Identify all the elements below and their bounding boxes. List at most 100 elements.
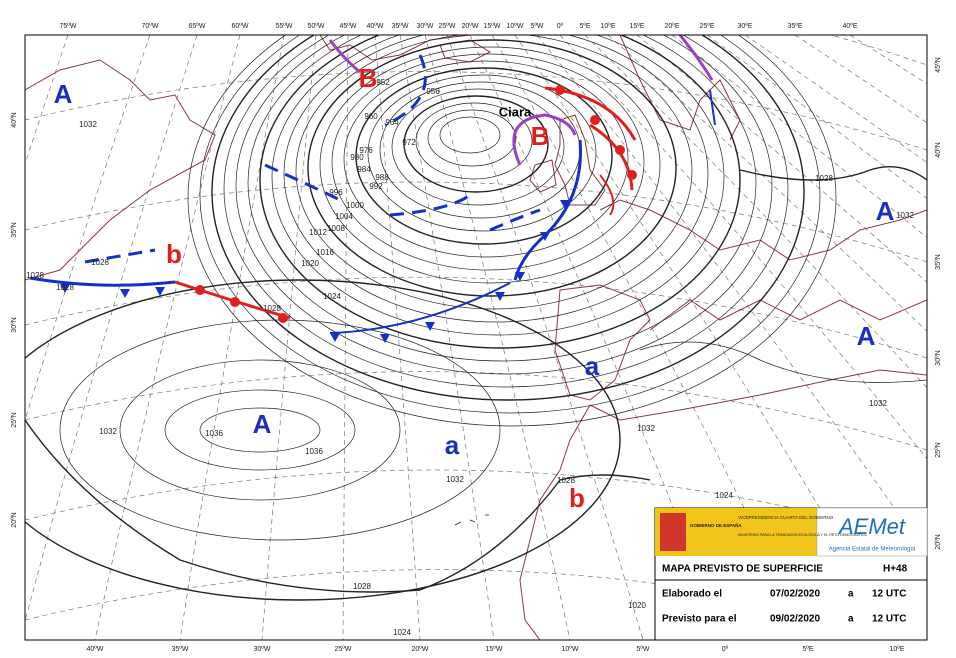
longitude-label: 25ºW xyxy=(439,23,456,30)
longitude-label: 20ºE xyxy=(664,23,679,30)
isobar-label: 1032 xyxy=(637,424,655,433)
isobar-label: 1024 xyxy=(323,292,341,301)
front-triangle xyxy=(515,272,525,281)
meridian xyxy=(25,35,198,623)
isobar-label: 1028 xyxy=(557,476,575,485)
isobar-label: 1032 xyxy=(99,427,117,436)
longitude-label: 70ºW xyxy=(142,23,159,30)
isobar-label: 1036 xyxy=(205,429,223,438)
meridian xyxy=(469,35,726,640)
latitude-label: 35ºN xyxy=(11,222,18,237)
isobar xyxy=(271,35,725,336)
meridian xyxy=(261,35,317,640)
isobar-label: 1032 xyxy=(869,399,887,408)
mediterranean-coast xyxy=(649,299,927,331)
cold-front xyxy=(29,276,176,287)
longitude-label: 30ºW xyxy=(254,646,271,653)
meridian xyxy=(559,35,927,460)
isobar-label: 1032 xyxy=(446,475,464,484)
longitude-label: 5ºE xyxy=(802,646,813,653)
front-semicircle xyxy=(278,313,288,323)
longitude-label: 5ºW xyxy=(530,23,543,30)
pressure-center: B xyxy=(531,121,550,151)
info-cell: 09/02/2020 xyxy=(770,614,820,625)
isobar xyxy=(211,35,805,401)
isobar-label: 1028 xyxy=(56,283,74,292)
isobar xyxy=(247,35,757,362)
cold-front xyxy=(709,89,716,126)
isobar xyxy=(331,53,645,271)
parallel xyxy=(25,371,927,451)
trough-line xyxy=(389,193,471,217)
trough-line xyxy=(384,54,427,127)
isobar-label: 988 xyxy=(375,173,389,182)
meridian xyxy=(424,35,571,640)
isobar-label: 960 xyxy=(364,112,378,121)
forecast-hour: H+48 xyxy=(883,564,908,575)
longitude-label: 50ºW xyxy=(308,23,325,30)
isobar-label: 1024 xyxy=(715,491,733,500)
latitude-label: 20ºN xyxy=(935,534,942,549)
isobar-label: 1012 xyxy=(309,228,327,237)
fronts xyxy=(29,35,716,343)
occluded-front xyxy=(512,113,577,166)
isobar-label: 1020 xyxy=(628,601,646,610)
longitude-label: 30ºE xyxy=(737,23,752,30)
longitude-label: 10ºW xyxy=(507,23,524,30)
front-semicircle xyxy=(590,115,600,125)
isobar-label: 952 xyxy=(376,78,390,87)
meridian xyxy=(744,35,927,164)
longitude-label: 25ºE xyxy=(699,23,714,30)
europe-coast xyxy=(599,199,927,261)
latitude-label: 40ºN xyxy=(935,142,942,157)
occluded-front xyxy=(328,39,361,74)
pressure-center: b xyxy=(166,239,182,269)
front-triangle xyxy=(120,289,130,298)
longitude-label: 10ºE xyxy=(600,23,615,30)
isobar-label: 1024 xyxy=(393,628,411,637)
longitude-label: 55ºW xyxy=(276,23,293,30)
coat-of-arms xyxy=(660,513,686,551)
isobar xyxy=(199,35,821,414)
isobar xyxy=(367,74,597,232)
latitude-label: 25ºN xyxy=(935,442,942,457)
isobar xyxy=(235,35,773,375)
isobar-label: 1020 xyxy=(301,259,319,268)
aemet-logo: AEMet xyxy=(837,514,906,539)
isobar xyxy=(295,35,693,310)
north-america-coast xyxy=(25,59,216,281)
trough-line xyxy=(84,248,156,264)
map-labels: 1032952956960964972976980984988992996100… xyxy=(26,63,914,637)
info-cell: a xyxy=(848,589,854,600)
isobar-label: 984 xyxy=(357,165,371,174)
longitude-label: 15ºW xyxy=(484,23,501,30)
pressure-center: A xyxy=(857,321,876,351)
info-cell: a xyxy=(848,614,854,625)
info-cell: 12 UTC xyxy=(872,589,906,600)
front-triangle xyxy=(425,322,435,331)
vice-presidency-text: VICEPRESIDENCIA CUARTA DEL GOBIERNO xyxy=(738,515,834,520)
isobar-label: 972 xyxy=(402,138,416,147)
isobar xyxy=(427,109,517,167)
pressure-center: B xyxy=(359,63,378,93)
front-triangle xyxy=(560,200,570,209)
info-cell: Previsto para el xyxy=(662,614,737,625)
map-frame xyxy=(24,34,928,641)
ireland-coast xyxy=(529,159,557,193)
isobar xyxy=(164,389,356,471)
parallel xyxy=(25,71,927,151)
isobar xyxy=(403,95,549,193)
longitude-label: 35ºE xyxy=(787,23,802,30)
trough-line xyxy=(264,163,341,202)
front-triangle xyxy=(495,292,505,301)
longitude-label: 10ºE xyxy=(889,646,904,653)
isobar xyxy=(415,102,533,180)
longitude-label: 40ºW xyxy=(87,646,104,653)
scandinavia-coast xyxy=(619,35,741,141)
longitude-label: 40ºE xyxy=(842,23,857,30)
isobar xyxy=(119,359,401,501)
isobar xyxy=(739,166,927,181)
trough-line xyxy=(489,208,541,232)
map-area: 1032952956960964972976980984988992996100… xyxy=(25,35,927,640)
meridian xyxy=(446,35,644,640)
